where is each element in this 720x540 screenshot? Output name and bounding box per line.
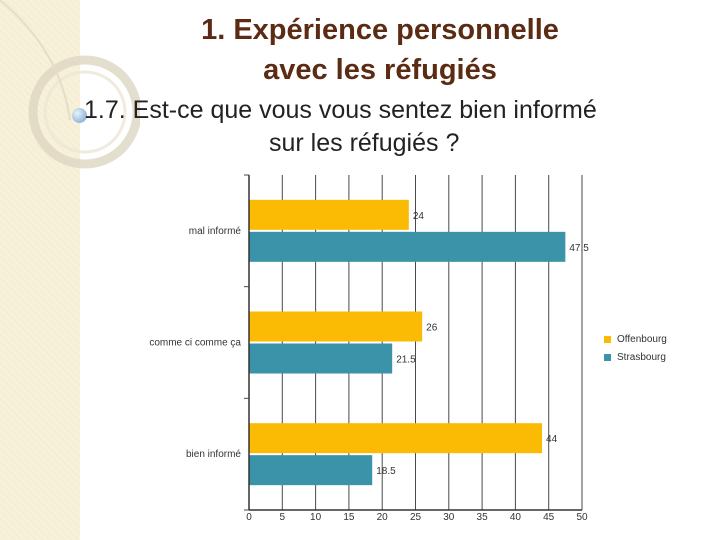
data-label-strasbourg-0: 47.5 (569, 243, 589, 254)
legend-label-offenbourg: Offenbourg (617, 333, 667, 345)
x-tick-label-6: 30 (443, 512, 455, 523)
x-tick-label-10: 50 (576, 512, 588, 523)
x-tick-label-8: 40 (510, 512, 522, 523)
title-line-2: avec les réfugiés (263, 54, 497, 86)
bar-strasbourg-1 (249, 343, 393, 374)
x-tick-label-7: 35 (477, 512, 489, 523)
decorative-ring (0, 0, 140, 169)
chart-legend: Offenbourg Strasbourg (604, 330, 667, 366)
legend-label-strasbourg: Strasbourg (617, 351, 666, 363)
bar-offenbourg-1 (249, 311, 423, 342)
x-tick-label-9: 45 (543, 512, 555, 523)
bar-strasbourg-0 (249, 231, 566, 262)
legend-swatch-offenbourg (604, 335, 611, 343)
legend-item-strasbourg: Strasbourg (604, 348, 667, 366)
x-tick-label-0: 0 (246, 512, 252, 523)
bar-offenbourg-0 (249, 199, 409, 230)
x-tick-label-3: 15 (343, 512, 355, 523)
bullet-icon (72, 108, 87, 123)
question-text: 1.7. Est-ce que vous vous sentez bien in… (84, 94, 680, 160)
legend-swatch-strasbourg (604, 353, 611, 361)
data-label-strasbourg-2: 18.5 (376, 466, 396, 477)
category-label-0: mal informé (189, 226, 242, 237)
x-tick-label-1: 5 (280, 512, 286, 523)
x-tick-label-5: 25 (410, 512, 422, 523)
slide-title: 1. Expérience personnelle avec les réfug… (90, 10, 670, 90)
bar-offenbourg-2 (249, 423, 543, 454)
x-tick-label-2: 10 (310, 512, 322, 523)
title-line-1: 1. Expérience personnelle (201, 14, 559, 46)
x-tick-label-4: 20 (377, 512, 389, 523)
legend-item-offenbourg: Offenbourg (604, 330, 667, 348)
data-label-offenbourg-2: 44 (546, 434, 558, 445)
category-label-2: bien informé (186, 449, 241, 460)
data-label-offenbourg-1: 26 (426, 323, 438, 334)
question-line-1: 1.7. Est-ce que vous vous sentez bien in… (84, 96, 597, 124)
question-line-2: sur les réfugiés ? (269, 129, 460, 157)
bar-strasbourg-2 (249, 455, 373, 486)
data-label-offenbourg-0: 24 (413, 211, 425, 222)
data-label-strasbourg-1: 21.5 (396, 355, 416, 366)
category-label-1: comme ci comme ça (149, 338, 241, 349)
